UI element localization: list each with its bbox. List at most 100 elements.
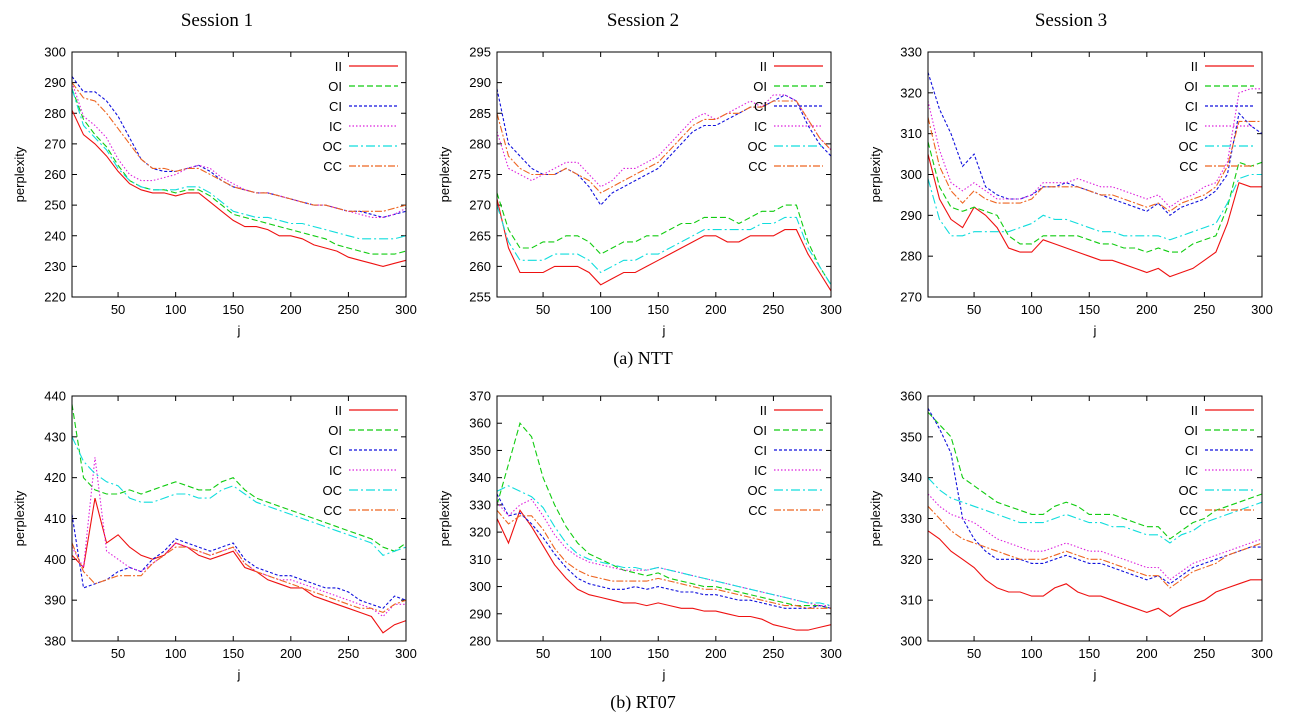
y-tick-label: 400 bbox=[44, 552, 66, 567]
series-line-ii bbox=[71, 497, 407, 634]
legend-label: CI bbox=[329, 99, 342, 114]
y-tick-label: 270 bbox=[469, 198, 491, 213]
series-line-cc bbox=[496, 100, 832, 194]
x-tick-label: 150 bbox=[647, 302, 669, 317]
legend-label: II bbox=[1191, 403, 1198, 418]
y-tick-label: 220 bbox=[44, 290, 66, 305]
caption-rt07: (b) RT07 bbox=[610, 692, 675, 713]
x-axis-label: j bbox=[237, 323, 241, 338]
plot-frame bbox=[71, 51, 407, 298]
x-axis-label: j bbox=[662, 667, 666, 682]
legend-label: OC bbox=[748, 483, 768, 498]
series-line-cc bbox=[927, 505, 1263, 589]
y-tick-label: 270 bbox=[900, 290, 922, 305]
series-line-cc bbox=[496, 509, 831, 609]
y-axis-label: perplexity bbox=[12, 146, 27, 202]
legend-label: II bbox=[335, 59, 342, 74]
y-tick-label: 265 bbox=[469, 228, 491, 243]
y-tick-label: 430 bbox=[44, 429, 66, 444]
series-line-oi bbox=[496, 422, 832, 609]
x-tick-label: 250 bbox=[763, 302, 785, 317]
y-tick-label: 360 bbox=[469, 416, 491, 431]
x-axis-label: j bbox=[662, 323, 666, 338]
x-tick-label: 300 bbox=[820, 302, 842, 317]
y-tick-label: 330 bbox=[469, 497, 491, 512]
x-tick-label: 250 bbox=[338, 302, 360, 317]
legend-label: IC bbox=[329, 463, 342, 478]
x-tick-label: 100 bbox=[1021, 646, 1043, 661]
y-axis-label: perplexity bbox=[868, 146, 883, 202]
series-line-oc bbox=[496, 204, 832, 286]
legend-label: CI bbox=[329, 443, 342, 458]
chart-panel: 270 280 290 300 310 320 330 50 100 150 200 250 300 j p… bbox=[868, 45, 1273, 339]
series-line-ic bbox=[496, 94, 832, 188]
legend-label: OI bbox=[753, 79, 767, 94]
y-tick-label: 320 bbox=[900, 85, 922, 100]
y-tick-label: 285 bbox=[469, 106, 491, 121]
x-tick-label: 50 bbox=[967, 646, 981, 661]
series-line-ic bbox=[71, 82, 407, 218]
plot-frame bbox=[927, 395, 1263, 642]
series-line-ii bbox=[496, 198, 832, 292]
y-tick-label: 360 bbox=[900, 389, 922, 404]
legend-label: CI bbox=[754, 99, 767, 114]
x-tick-label: 200 bbox=[1136, 302, 1158, 317]
legend-label: II bbox=[335, 403, 342, 418]
series-line-ci bbox=[927, 72, 1263, 217]
legend-label: CC bbox=[748, 159, 767, 174]
y-tick-label: 310 bbox=[900, 593, 922, 608]
x-tick-label: 200 bbox=[280, 646, 302, 661]
x-tick-label: 100 bbox=[165, 646, 187, 661]
x-tick-label: 300 bbox=[820, 646, 842, 661]
series-line-ci bbox=[71, 514, 407, 609]
x-tick-label: 200 bbox=[280, 302, 302, 317]
y-axis-label: perplexity bbox=[12, 490, 27, 546]
y-tick-label: 230 bbox=[44, 259, 66, 274]
x-tick-label: 200 bbox=[705, 302, 727, 317]
y-tick-label: 280 bbox=[44, 106, 66, 121]
y-tick-label: 260 bbox=[469, 259, 491, 274]
legend-label: OC bbox=[1179, 483, 1199, 498]
series-line-oi bbox=[496, 192, 832, 286]
y-tick-label: 270 bbox=[44, 136, 66, 151]
x-tick-label: 250 bbox=[1194, 646, 1216, 661]
x-tick-label: 300 bbox=[1251, 302, 1273, 317]
series-line-ii bbox=[71, 109, 407, 267]
legend-label: II bbox=[760, 403, 767, 418]
x-tick-label: 50 bbox=[536, 646, 550, 661]
column-title-session-3: Session 3 bbox=[1035, 10, 1107, 31]
legend-label: OC bbox=[1179, 139, 1199, 154]
y-tick-label: 295 bbox=[469, 45, 491, 60]
series-line-oc bbox=[927, 173, 1262, 241]
plot-frame bbox=[496, 51, 832, 298]
y-tick-label: 440 bbox=[44, 389, 66, 404]
legend-label: IC bbox=[754, 119, 767, 134]
x-tick-label: 250 bbox=[1194, 302, 1216, 317]
y-tick-label: 350 bbox=[900, 429, 922, 444]
y-tick-label: 300 bbox=[44, 45, 66, 60]
legend-label: OI bbox=[328, 79, 342, 94]
series-line-cc bbox=[927, 117, 1262, 212]
chart-panel: 255 260 265 270 275 280 285 290 295 50 100 150 200 25… bbox=[437, 45, 842, 339]
y-tick-label: 250 bbox=[44, 198, 66, 213]
x-axis-label: j bbox=[1093, 323, 1097, 338]
y-tick-label: 290 bbox=[44, 75, 66, 90]
x-tick-label: 300 bbox=[395, 302, 417, 317]
legend-label: II bbox=[760, 59, 767, 74]
y-tick-label: 290 bbox=[469, 606, 491, 621]
x-tick-label: 100 bbox=[1021, 302, 1043, 317]
x-tick-label: 50 bbox=[536, 302, 550, 317]
x-axis-label: j bbox=[237, 667, 241, 682]
chart-panel: 380 390 400 410 420 430 440 50 100 150 200 250 300 j p… bbox=[12, 389, 417, 683]
legend-label: CC bbox=[748, 503, 767, 518]
y-tick-label: 340 bbox=[469, 470, 491, 485]
x-tick-label: 50 bbox=[111, 646, 125, 661]
y-tick-label: 275 bbox=[469, 167, 491, 182]
y-tick-label: 320 bbox=[469, 525, 491, 540]
legend-label: OC bbox=[323, 483, 343, 498]
y-tick-label: 260 bbox=[44, 167, 66, 182]
y-tick-label: 390 bbox=[44, 593, 66, 608]
y-tick-label: 255 bbox=[469, 290, 491, 305]
y-tick-label: 380 bbox=[44, 634, 66, 649]
legend-label: CC bbox=[323, 503, 342, 518]
